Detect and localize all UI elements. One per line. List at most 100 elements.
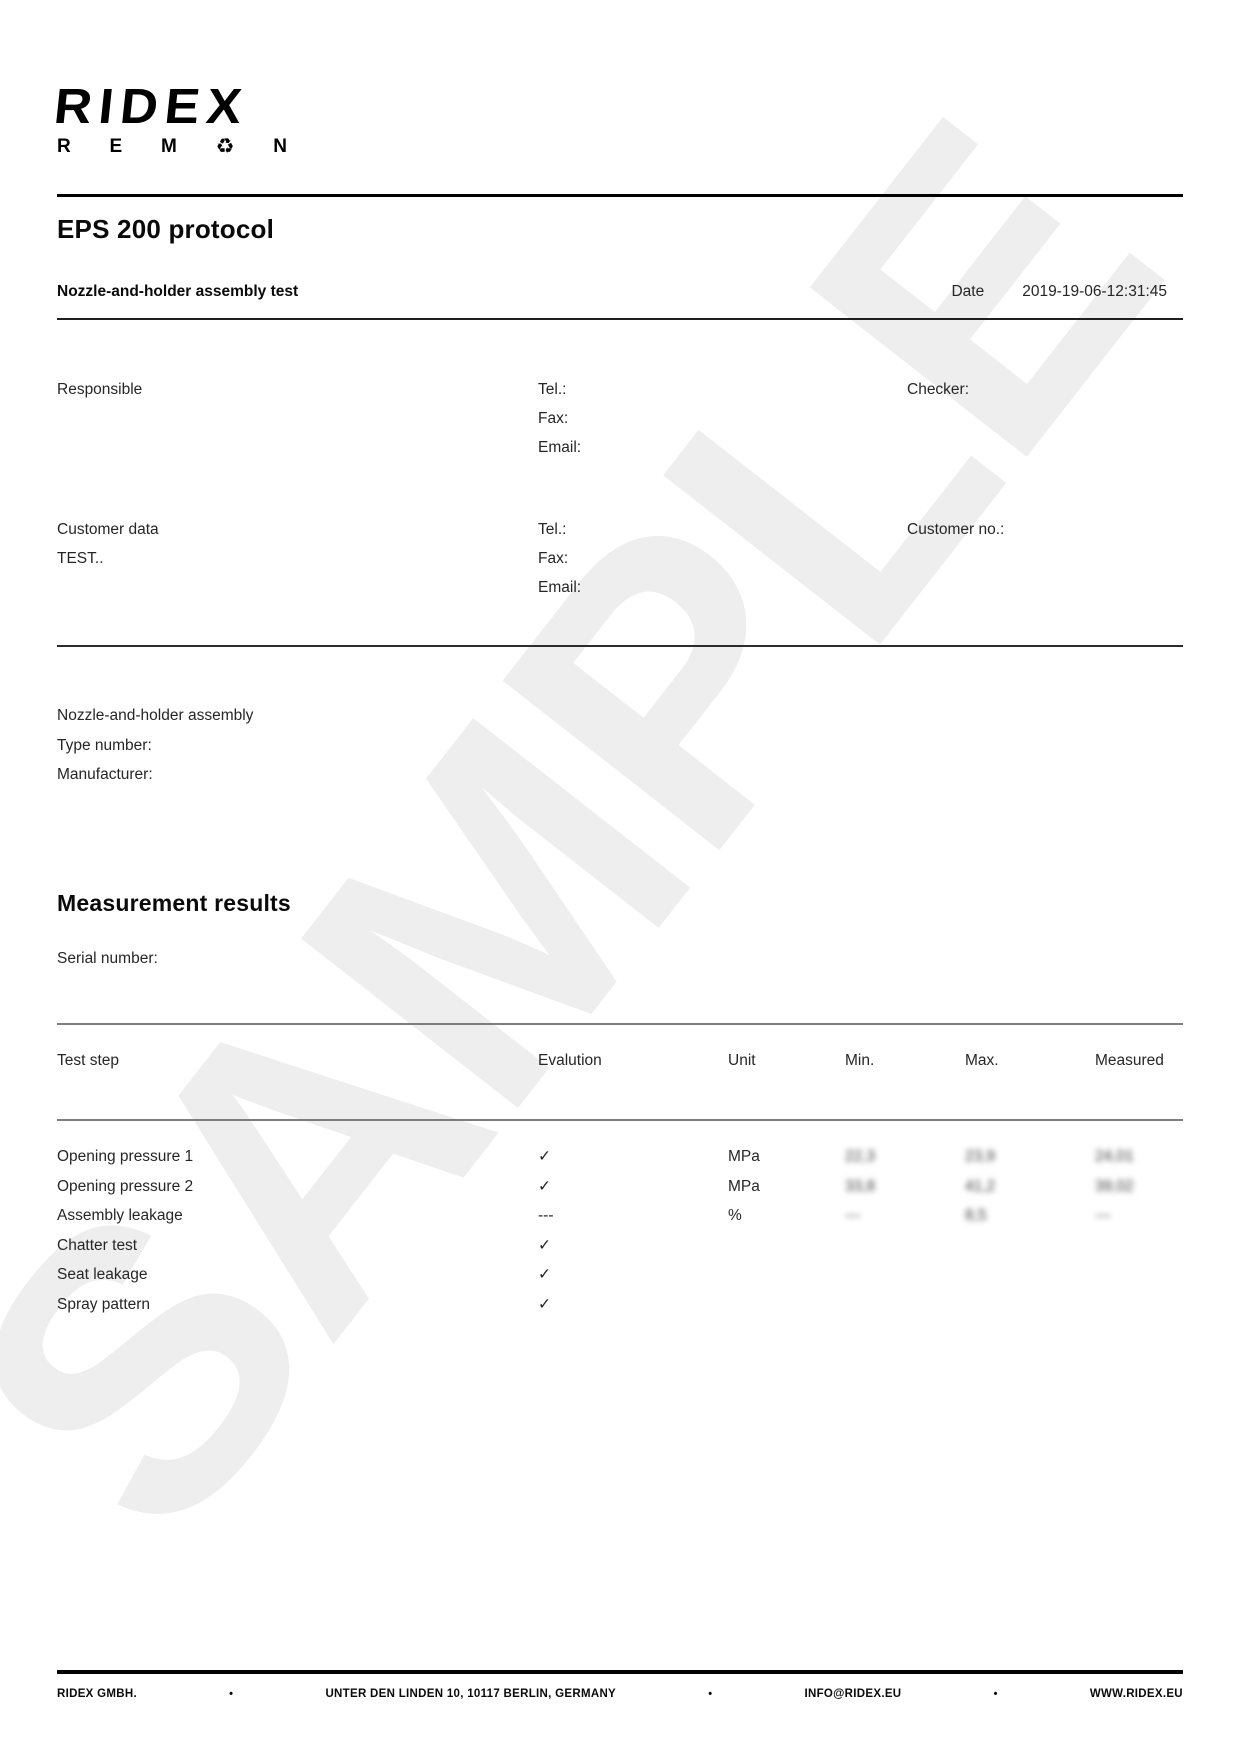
cell-step: Spray pattern: [57, 1295, 151, 1313]
cell-max: [965, 1231, 1095, 1261]
cell-unit: [728, 1290, 845, 1320]
cell-min: [845, 1290, 965, 1320]
sample-watermark: SAMPLE: [0, 49, 1238, 1610]
reman-letter-e: E: [109, 136, 123, 157]
responsible-label: Responsible: [57, 381, 143, 398]
subtitle-row: Nozzle-and-holder assembly test Date 201…: [57, 283, 1183, 301]
footer-address: UNTER DEN LINDEN 10, 10117 BERLIN, GERMA…: [325, 1688, 617, 1700]
cell-measured: 24,01: [1095, 1148, 1134, 1165]
table-row: Assembly leakage ---% --- 8,5 ---: [57, 1201, 1183, 1231]
cell-evaluation: ✓: [538, 1295, 551, 1313]
table-header-rule: [57, 1119, 1183, 1121]
footer-company: RIDEX GMBH.: [57, 1688, 137, 1700]
measurement-table-body: Opening pressure 1 ✓ MPa 22,3 23,9 24,01 Openi…: [57, 1142, 1183, 1319]
divider-under-logo: [57, 194, 1183, 197]
fax-label: Fax:: [538, 550, 569, 567]
responsible-contact-labels: Tel.: Fax: Email:: [538, 375, 907, 462]
recycle-icon: ♻: [215, 135, 235, 158]
divider-under-subtitle: [57, 318, 1183, 320]
cell-unit: MPa: [728, 1177, 760, 1195]
cell-evaluation: ✓: [538, 1236, 551, 1254]
date-value: 2019-19-06-12:31:45: [1022, 283, 1167, 300]
reman-wordmark: R E M ♻ N: [57, 136, 287, 158]
cell-evaluation: ✓: [538, 1177, 551, 1195]
cell-unit: MPa: [728, 1148, 760, 1165]
table-row: Spray pattern ✓: [57, 1290, 1183, 1320]
header-min: Min.: [845, 1052, 875, 1069]
checker-label: Checker:: [907, 381, 970, 398]
cell-step: Opening pressure 2: [57, 1177, 194, 1195]
header-measured: Measured: [1095, 1052, 1164, 1069]
header-unit: Unit: [728, 1052, 756, 1069]
bullet-separator: •: [993, 1688, 998, 1700]
email-label: Email:: [538, 439, 582, 456]
cell-measured: ---: [1095, 1207, 1111, 1224]
footer-website: WWW.RIDEX.EU: [1089, 1688, 1183, 1700]
cell-measured: 39,02: [1095, 1177, 1134, 1195]
divider-mid: [57, 645, 1183, 647]
assembly-section: Nozzle-and-holder assembly Type number: …: [57, 701, 253, 790]
email-label: Email:: [538, 579, 582, 596]
ridex-reman-logo: RIDEX R E M ♻ N: [52, 79, 293, 158]
footer-email: INFO@RIDEX.EU: [804, 1688, 902, 1700]
header-max: Max.: [965, 1052, 999, 1069]
cell-max: 41,2: [965, 1177, 996, 1195]
reman-letter-r: R: [57, 136, 71, 157]
cell-step: Seat leakage: [57, 1266, 148, 1283]
cell-max: 8,5: [965, 1207, 987, 1224]
customer-name: TEST..: [57, 550, 104, 567]
cell-min: ---: [845, 1207, 861, 1224]
assembly-title: Nozzle-and-holder assembly: [57, 707, 254, 724]
cell-step: Assembly leakage: [57, 1207, 183, 1224]
cell-unit: [728, 1260, 845, 1290]
tel-label: Tel.:: [538, 381, 567, 398]
measurement-table-header: Test step Evalution Unit Min. Max. Measu…: [57, 1046, 1183, 1076]
ridex-wordmark: RIDEX: [51, 79, 252, 135]
table-row: Chatter test ✓: [57, 1231, 1183, 1261]
responsible-section: Responsible Tel.: Fax: Email: Checker:: [57, 375, 1183, 462]
type-number-label: Type number:: [57, 736, 152, 754]
date-block: Date 2019-19-06-12:31:45: [951, 283, 1183, 301]
table-row: Opening pressure 1 ✓ MPa 22,3 23,9 24,01: [57, 1142, 1183, 1172]
table-row: Opening pressure 2 ✓ MPa 33,8 41,2 39,02: [57, 1172, 1183, 1202]
cell-measured: [1095, 1231, 1183, 1261]
header-evaluation: Evalution: [538, 1052, 602, 1069]
reman-letter-n: N: [273, 136, 287, 157]
measurement-results-heading: Measurement results: [57, 890, 291, 916]
cell-min: 33,8: [845, 1177, 876, 1195]
cell-max: [965, 1260, 1095, 1290]
cell-evaluation: ✓: [538, 1266, 551, 1283]
customer-section: Customer data TEST.. Tel.: Fax: Email: C…: [57, 515, 1183, 602]
footer: RIDEX GMBH. • UNTER DEN LINDEN 10, 10117…: [57, 1688, 1183, 1700]
table-row: Seat leakage ✓: [57, 1260, 1183, 1290]
cell-evaluation: ✓: [538, 1148, 551, 1165]
cell-unit: [728, 1231, 845, 1261]
manufacturer-label: Manufacturer:: [57, 766, 153, 783]
cell-measured: [1095, 1260, 1183, 1290]
cell-measured: [1095, 1290, 1183, 1320]
footer-rule: [57, 1670, 1183, 1674]
customer-no-label: Customer no.:: [907, 521, 1005, 538]
page-title: EPS 200 protocol: [57, 214, 275, 244]
cell-evaluation: ---: [538, 1207, 554, 1224]
tel-label: Tel.:: [538, 521, 567, 538]
table-header-row: Test step Evalution Unit Min. Max. Measu…: [57, 1046, 1183, 1076]
cell-min: 22,3: [845, 1148, 876, 1165]
cell-max: [965, 1290, 1095, 1320]
fax-label: Fax:: [538, 410, 569, 427]
table-top-rule: [57, 1023, 1183, 1025]
cell-step: Chatter test: [57, 1236, 138, 1254]
customer-data-block: Customer data TEST..: [57, 515, 538, 602]
cell-max: 23,9: [965, 1148, 996, 1165]
customer-contact-labels: Tel.: Fax: Email:: [538, 515, 907, 602]
cell-unit: %: [728, 1207, 742, 1224]
page-subtitle: Nozzle-and-holder assembly test: [57, 283, 299, 300]
customer-data-label: Customer data: [57, 521, 159, 538]
header-test-step: Test step: [57, 1052, 120, 1069]
serial-number-label: Serial number:: [57, 950, 158, 967]
cell-step: Opening pressure 1: [57, 1148, 194, 1165]
cell-min: [845, 1260, 965, 1290]
date-label: Date: [951, 283, 985, 300]
bullet-separator: •: [229, 1688, 234, 1700]
reman-letter-m: M: [161, 136, 177, 157]
